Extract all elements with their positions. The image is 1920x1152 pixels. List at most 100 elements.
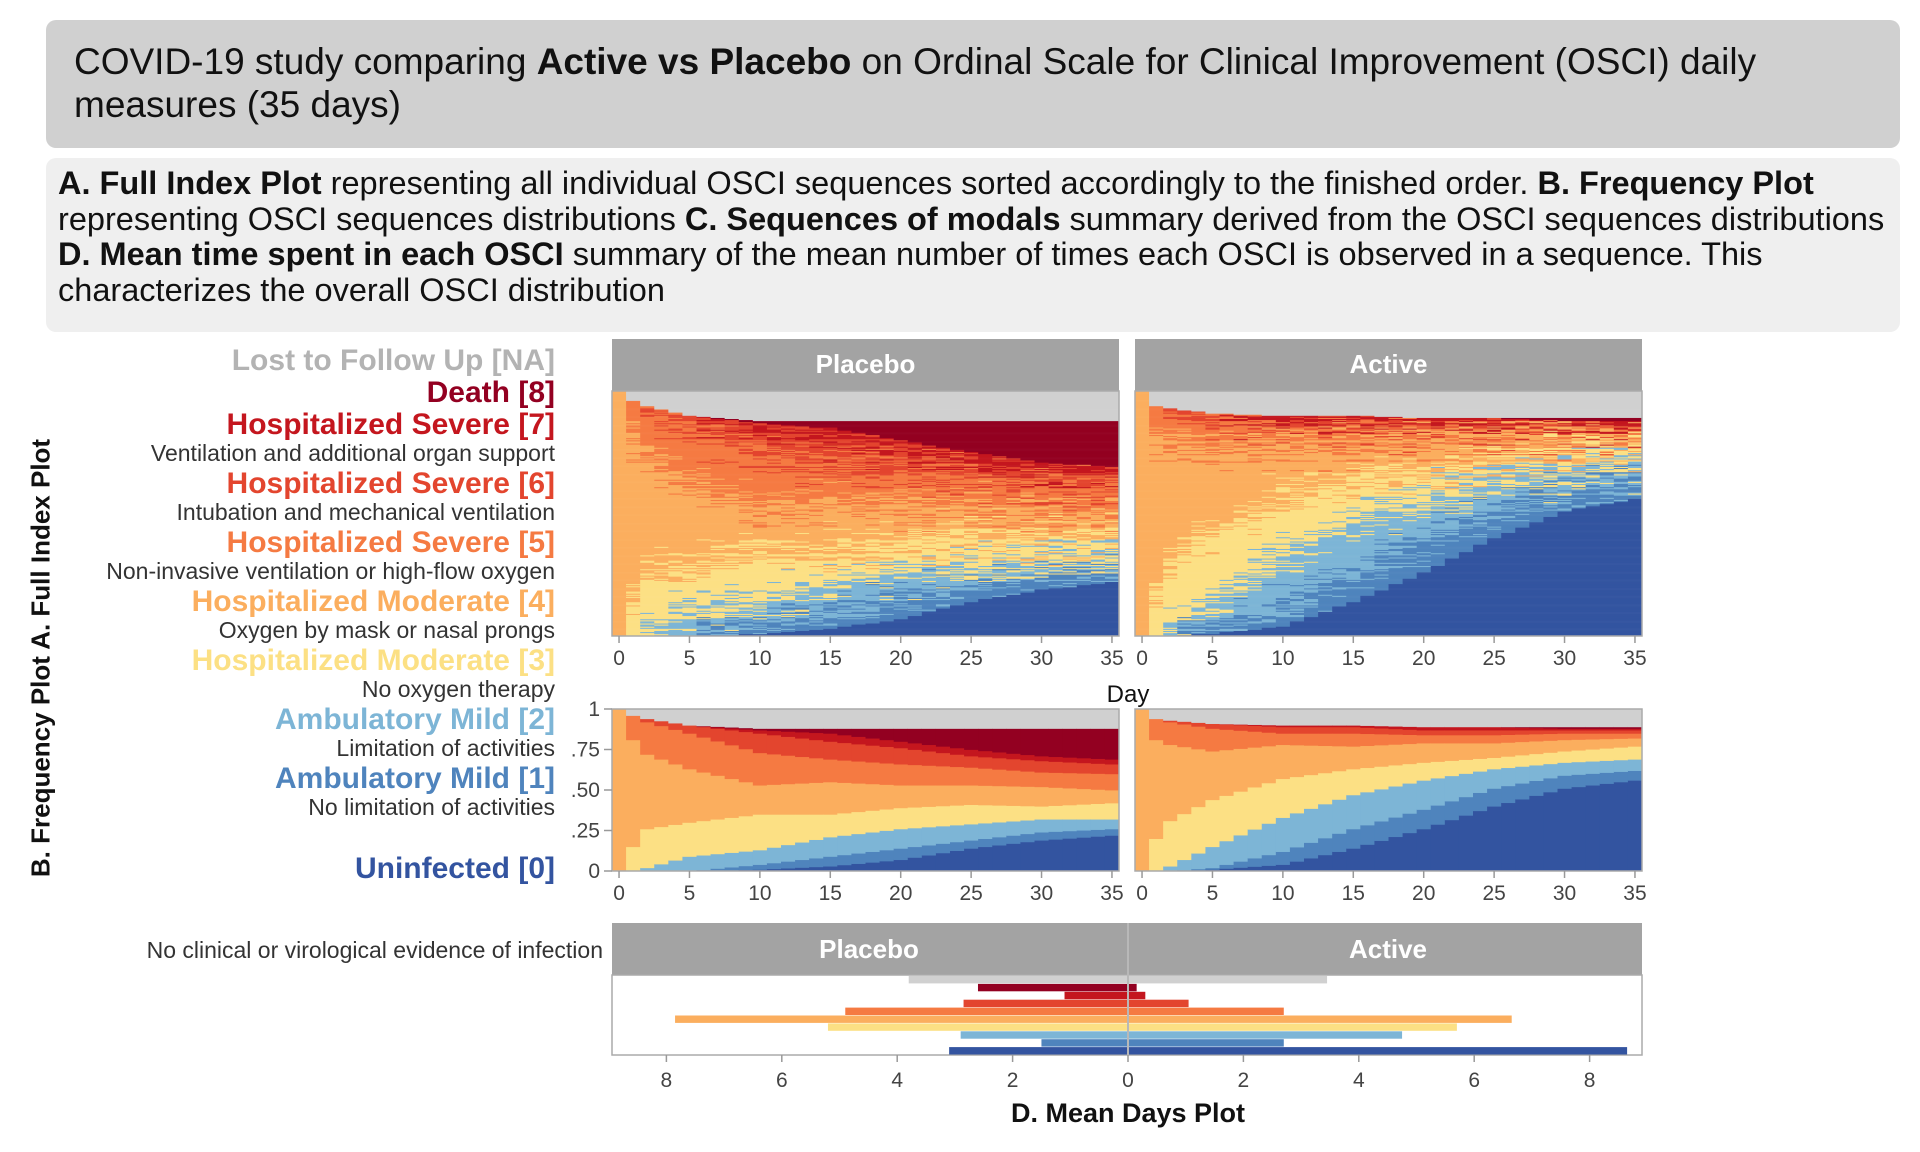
sequence-segment bbox=[1416, 539, 1432, 541]
sequence-segment bbox=[766, 553, 951, 556]
sequence-segment bbox=[1135, 498, 1277, 500]
sequence-segment bbox=[893, 585, 937, 588]
sequence-segment bbox=[964, 477, 979, 479]
desc-c-text: summary derived from the OSCI sequences … bbox=[1060, 200, 1885, 237]
sequence-segment bbox=[809, 455, 838, 458]
sequence-segment bbox=[1458, 435, 1544, 438]
sequence-segment bbox=[752, 524, 768, 526]
sequence-segment bbox=[1543, 432, 1558, 434]
sequence-segment bbox=[696, 629, 711, 631]
sequence-segment bbox=[668, 624, 697, 626]
sequence-segment bbox=[1557, 513, 1643, 515]
sequence-segment bbox=[1318, 536, 1403, 539]
sequence-segment bbox=[1135, 518, 1234, 521]
sequence-segment bbox=[978, 516, 993, 519]
sequence-segment bbox=[1416, 483, 1460, 486]
sequence-segment bbox=[626, 459, 711, 461]
sequence-segment bbox=[1135, 500, 1248, 503]
sequence-segment bbox=[1135, 420, 1150, 423]
sequence-segment bbox=[935, 549, 951, 552]
sequence-segment bbox=[879, 524, 894, 526]
sequence-segment bbox=[1529, 519, 1544, 522]
sequence-segment bbox=[612, 588, 641, 590]
sequence-segment bbox=[964, 571, 979, 573]
sequence-segment bbox=[1076, 479, 1120, 481]
sequence-segment bbox=[724, 630, 796, 633]
sequence-segment bbox=[640, 454, 655, 457]
sequence-segment bbox=[1332, 445, 1347, 447]
sequence-segment bbox=[1416, 451, 1488, 454]
sequence-segment bbox=[1402, 444, 1417, 446]
sequence-segment bbox=[823, 552, 838, 555]
sequence-segment bbox=[837, 463, 852, 465]
sequence-segment bbox=[724, 601, 740, 604]
sequence-segment bbox=[1261, 614, 1305, 617]
sequence-segment bbox=[1177, 555, 1192, 557]
sequence-segment bbox=[795, 499, 810, 502]
sequence-segment bbox=[921, 458, 951, 460]
sequence-segment bbox=[1430, 447, 1460, 449]
sequence-segment bbox=[696, 443, 725, 445]
sequence-segment bbox=[1163, 606, 1206, 608]
sequence-segment bbox=[1020, 561, 1049, 563]
sequence-segment bbox=[823, 614, 880, 617]
sequence-segment bbox=[1135, 535, 1192, 538]
sequence-segment bbox=[710, 555, 725, 557]
sequence-segment bbox=[935, 531, 951, 533]
sequence-segment bbox=[1487, 533, 1502, 536]
sequence-segment bbox=[1135, 449, 1178, 451]
sequence-segment bbox=[1275, 442, 1291, 444]
sequence-segment bbox=[612, 593, 641, 595]
sequence-segment bbox=[781, 430, 838, 432]
sequence-segment bbox=[1501, 535, 1643, 538]
sequence-segment bbox=[978, 535, 1007, 538]
sequence-segment bbox=[1304, 615, 1319, 618]
sequence-segment bbox=[654, 479, 838, 481]
sequence-segment bbox=[1163, 589, 1263, 591]
sequence-segment bbox=[1332, 448, 1347, 450]
sequence-segment bbox=[654, 612, 669, 614]
sequence-segment bbox=[752, 509, 796, 511]
sequence-segment bbox=[696, 475, 711, 477]
sequence-segment bbox=[626, 592, 740, 594]
sequence-segment bbox=[1034, 486, 1049, 489]
sequence-segment bbox=[1613, 450, 1629, 453]
sequence-segment bbox=[1289, 429, 1305, 431]
sequence-segment bbox=[1430, 522, 1446, 524]
sequence-segment bbox=[865, 433, 1120, 435]
sequence-segment bbox=[738, 545, 782, 547]
sequence-segment bbox=[879, 503, 937, 506]
sequence-segment bbox=[752, 532, 796, 535]
sequence-segment bbox=[1360, 443, 1375, 445]
sequence-segment bbox=[1135, 580, 1164, 582]
sequence-segment bbox=[1304, 543, 1319, 545]
sequence-segment bbox=[1458, 461, 1474, 463]
sequence-segment bbox=[1346, 420, 1361, 423]
sequence-segment bbox=[1304, 496, 1361, 498]
sequence-segment bbox=[1191, 598, 1277, 601]
sequence-segment bbox=[1149, 622, 1164, 624]
sequence-segment bbox=[992, 524, 1007, 526]
sequence-segment bbox=[1487, 474, 1502, 476]
sequence-segment bbox=[612, 625, 627, 627]
sequence-segment bbox=[1501, 506, 1516, 508]
sequence-segment bbox=[1034, 565, 1063, 568]
sequence-segment bbox=[907, 487, 923, 490]
sequence-segment bbox=[1076, 516, 1092, 519]
sequence-segment bbox=[1247, 428, 1263, 430]
sequence-segment bbox=[1090, 503, 1106, 506]
sequence-segment bbox=[978, 525, 993, 527]
sequence-segment bbox=[1076, 556, 1092, 558]
sequence-segment bbox=[992, 515, 1007, 517]
sequence-segment bbox=[809, 441, 838, 443]
sequence-segment bbox=[935, 539, 1021, 541]
sequence-segment bbox=[738, 466, 909, 468]
sequence-segment bbox=[1275, 444, 1319, 446]
sequence-segment bbox=[640, 424, 683, 426]
sequence-segment bbox=[626, 396, 1120, 398]
sequence-segment bbox=[823, 539, 852, 541]
sequence-segment bbox=[612, 527, 1007, 529]
sequence-segment bbox=[865, 457, 880, 459]
sequence-segment bbox=[1458, 446, 1474, 448]
sequence-segment bbox=[921, 542, 937, 544]
